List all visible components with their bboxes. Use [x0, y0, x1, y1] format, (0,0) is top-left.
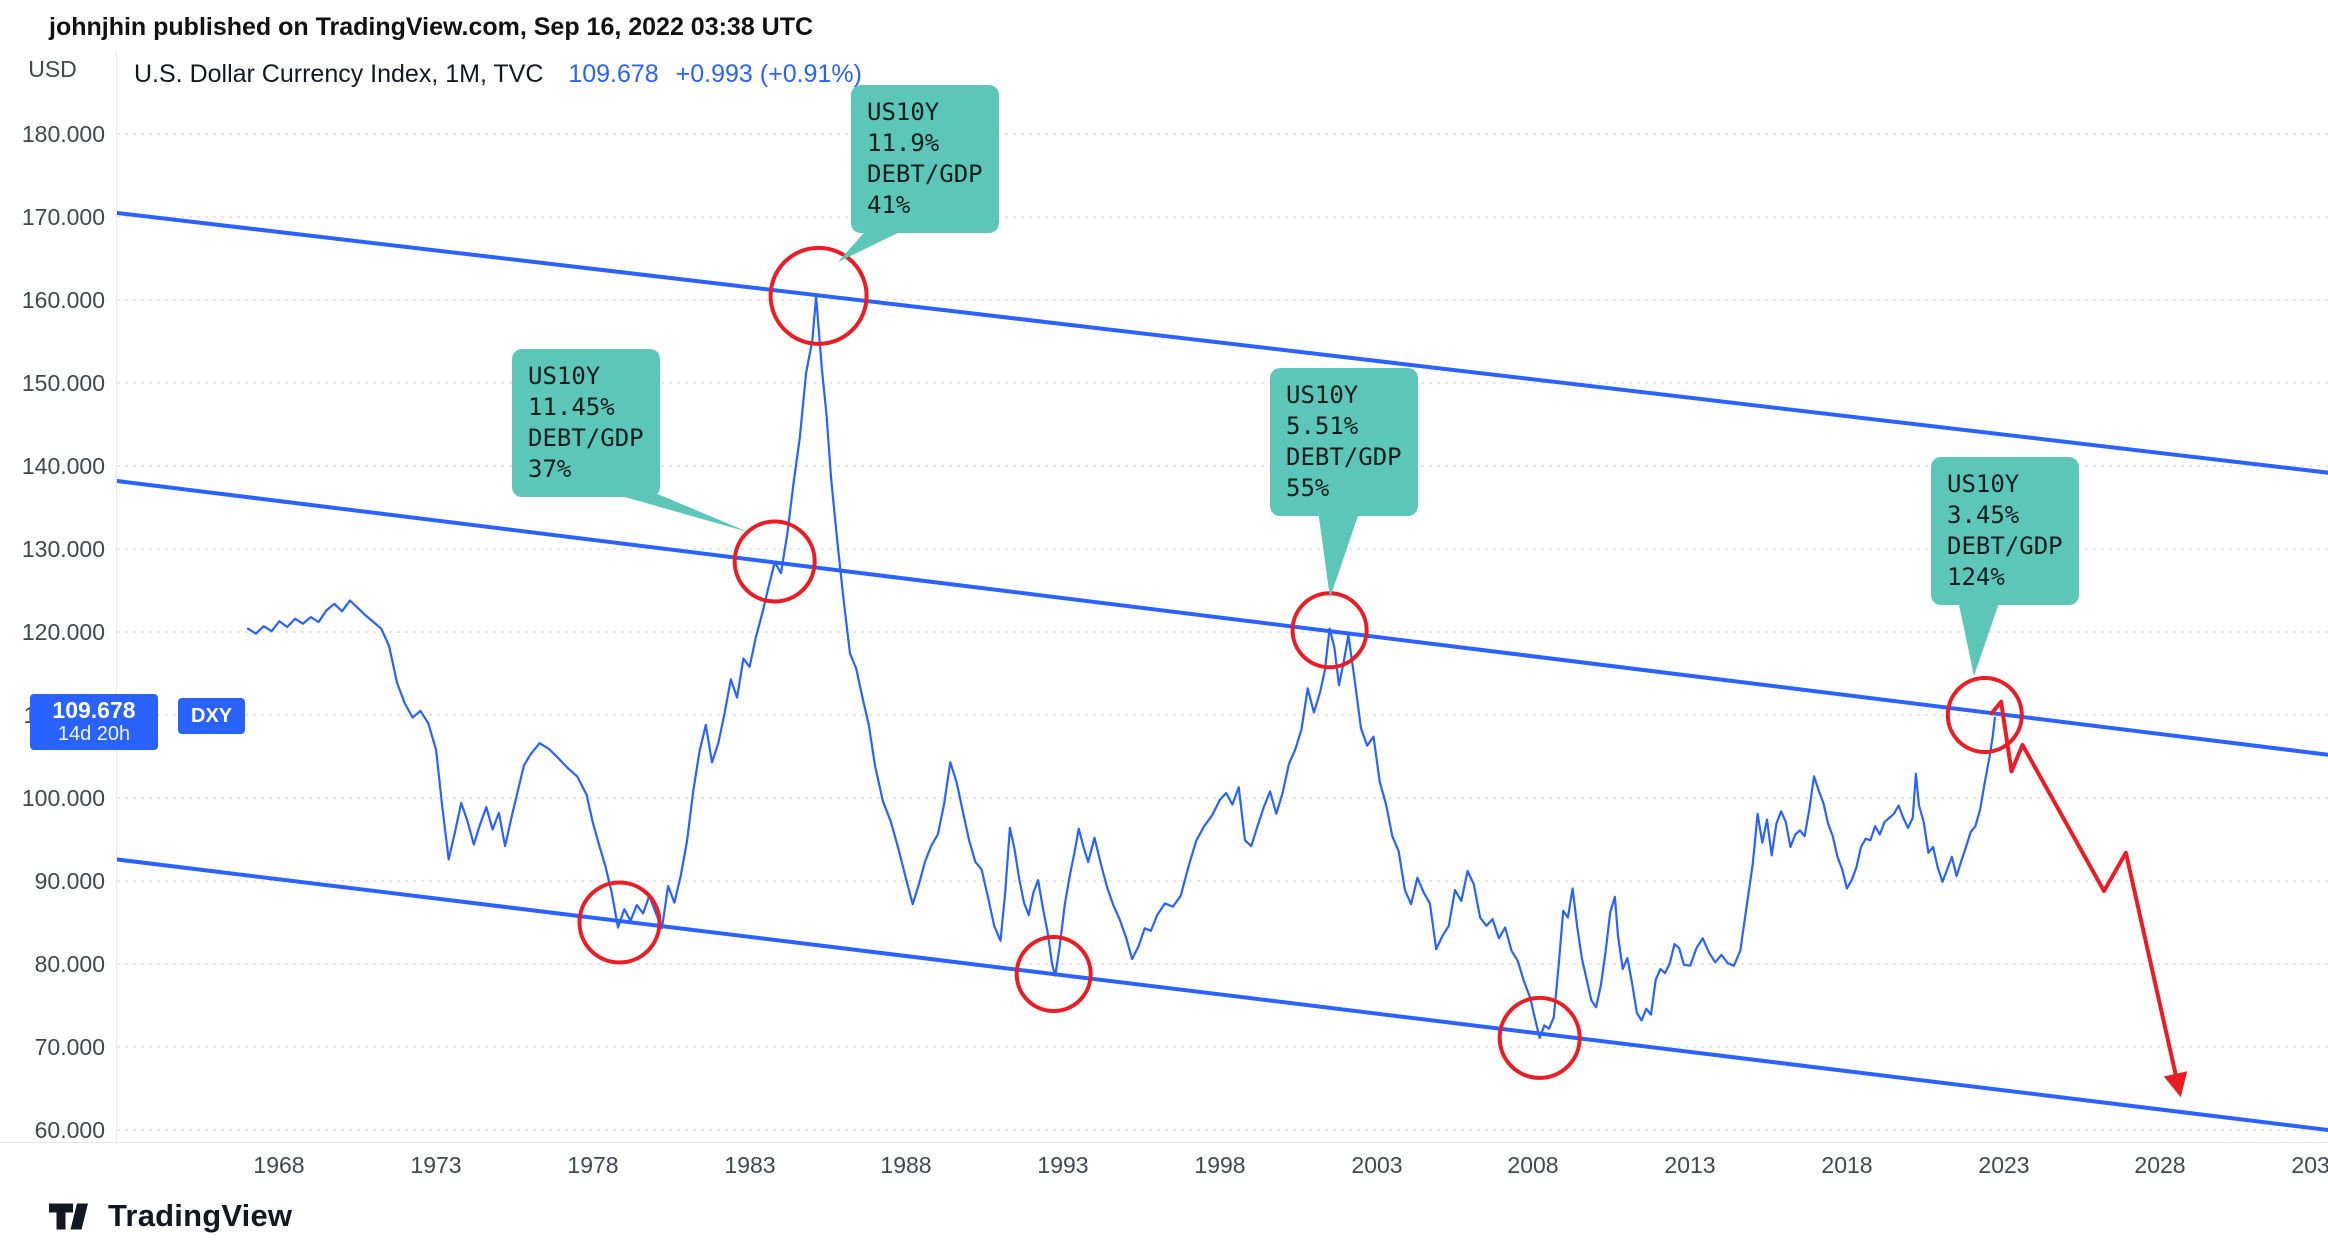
trendline[interactable] — [116, 857, 2328, 1133]
x-axis-label: 2033 — [2291, 1152, 2328, 1178]
callout-line: DEBT/GDP — [1286, 443, 1402, 471]
x-axis-label: 1983 — [724, 1152, 776, 1178]
callout-line: 55% — [1286, 474, 1330, 502]
callout-line: US10Y — [1947, 470, 2020, 498]
callout-line: 41% — [867, 191, 911, 219]
x-axis-label: 1998 — [1194, 1152, 1246, 1178]
price-badge-countdown: 14d 20h — [57, 723, 131, 745]
callout-tail — [600, 490, 748, 532]
callout-line: US10Y — [1286, 381, 1359, 409]
callout-line: DEBT/GDP — [1947, 532, 2063, 560]
y-axis-label: 60.000 — [34, 1117, 105, 1143]
y-axis-label: 80.000 — [34, 951, 105, 977]
x-axis-label: 2003 — [1351, 1152, 1403, 1178]
callout[interactable]: US10Y 11.9% DEBT/GDP 41% — [851, 85, 999, 233]
callout-tail — [838, 226, 912, 262]
callout-line: 11.9% — [867, 129, 940, 157]
x-axis-label: 1973 — [410, 1152, 462, 1178]
callout-line: 5.51% — [1286, 412, 1359, 440]
callout-line: DEBT/GDP — [528, 424, 644, 452]
highlight-circle[interactable] — [768, 245, 869, 346]
y-axis-label: 130.000 — [21, 536, 105, 562]
brand-name[interactable]: TradingView — [108, 1198, 293, 1233]
highlight-circle[interactable] — [577, 880, 662, 965]
callout[interactable]: US10Y 3.45% DEBT/GDP 124% — [1931, 457, 2079, 605]
callout-line: 11.45% — [528, 393, 615, 421]
x-axis-label: 1978 — [567, 1152, 619, 1178]
trendline[interactable] — [116, 478, 2328, 757]
y-axis-label: 160.000 — [21, 287, 105, 313]
axis-separator-horizontal — [0, 1142, 2328, 1143]
projection-arrow[interactable] — [1989, 699, 2188, 1098]
tradingview-logo-icon[interactable] — [49, 1203, 95, 1230]
highlight-circle[interactable] — [732, 519, 817, 604]
highlight-circle[interactable] — [1497, 995, 1582, 1080]
price-badge-value: 109.678 — [52, 697, 136, 723]
x-axis-label: 1988 — [880, 1152, 932, 1178]
callout-line: US10Y — [528, 362, 601, 390]
x-axis-label: 2018 — [1821, 1152, 1873, 1178]
callout-line: US10Y — [867, 98, 940, 126]
price-change: +0.993 (+0.91%) — [675, 60, 862, 88]
callout-line: 3.45% — [1947, 501, 2020, 529]
y-axis-label: 120.000 — [21, 619, 105, 645]
footer: TradingView — [49, 1194, 292, 1238]
legend: U.S. Dollar Currency Index, 1M, TVC 109.… — [134, 60, 872, 89]
y-axis-label: 140.000 — [21, 453, 105, 479]
y-axis-label: 70.000 — [34, 1034, 105, 1060]
x-axis-label: 1993 — [1037, 1152, 1089, 1178]
callout-tail — [1958, 600, 2000, 676]
highlight-circle[interactable] — [1014, 935, 1093, 1013]
callout[interactable]: US10Y 5.51% DEBT/GDP 55% — [1270, 368, 1418, 516]
price-series[interactable] — [246, 295, 1997, 1040]
x-axis-label: 2008 — [1507, 1152, 1559, 1178]
symbol-title[interactable]: U.S. Dollar Currency Index, 1M, TVC — [134, 60, 544, 88]
callout-line: 37% — [528, 455, 572, 483]
last-price: 109.678 — [568, 60, 659, 88]
highlight-circle[interactable] — [1945, 676, 2024, 754]
y-axis-label: 90.000 — [34, 868, 105, 894]
y-axis-label: 150.000 — [21, 370, 105, 396]
y-axis-unit: USD — [28, 56, 77, 82]
x-axis-label: 2013 — [1664, 1152, 1716, 1178]
axis-separator-vertical — [116, 52, 117, 1142]
x-axis-label: 2023 — [1978, 1152, 2030, 1178]
callout-line: DEBT/GDP — [867, 160, 983, 188]
x-axis-label: 2028 — [2134, 1152, 2186, 1178]
trendline[interactable] — [116, 210, 2328, 475]
attribution-bar: johnjhin published on TradingView.com, S… — [49, 13, 814, 41]
y-axis-label: 180.000 — [21, 121, 105, 147]
callout-tail — [1318, 510, 1360, 598]
callout[interactable]: US10Y 11.45% DEBT/GDP 37% — [512, 349, 660, 497]
callout-line: 124% — [1947, 563, 2005, 591]
symbol-badge: DXY — [178, 698, 246, 734]
price-badge: 109.678 14d 20h — [30, 694, 158, 750]
x-axis-label: 1968 — [253, 1152, 305, 1178]
y-axis-label: 100.000 — [21, 785, 105, 811]
y-axis-label: 170.000 — [21, 204, 105, 230]
